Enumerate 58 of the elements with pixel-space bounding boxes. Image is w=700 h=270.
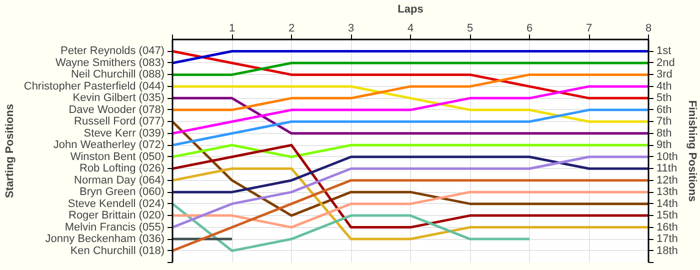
series-label: Bryn Green (060): [80, 186, 165, 198]
y-tick-label: 14th: [656, 198, 678, 210]
y-tick-label: 9th: [656, 139, 672, 152]
line-series: [172, 156, 648, 194]
series-label: Russell Ford (077): [74, 116, 165, 128]
y-tick-label: 4th: [656, 80, 672, 92]
series-label: Steve Kerr (039): [84, 127, 164, 140]
line-series: [172, 120, 648, 217]
line-series: [172, 190, 648, 229]
series-label: Winston Bent (050): [70, 150, 164, 163]
series-label: Dave Wooder (078): [68, 104, 165, 116]
y-tick-label: 7th: [656, 116, 672, 128]
series-label: Kevin Gilbert (035): [72, 92, 165, 104]
y-tick-label: 3rd: [656, 68, 672, 81]
x-tick-label: 7: [586, 22, 592, 34]
x-tick-label: 8: [645, 22, 652, 34]
series-label: Rob Lofting (026): [80, 162, 164, 175]
y-tick-label: 12th: [656, 174, 678, 186]
y-tick-label: 15th: [656, 210, 678, 222]
series-label: Roger Brittain (020): [68, 210, 165, 222]
line-series: [172, 179, 648, 252]
y-tick-label: 5th: [656, 92, 672, 104]
series-label: John Weatherley (072): [53, 139, 165, 152]
x-tick-label: 3: [348, 22, 354, 34]
x-tick-label: 1: [228, 22, 236, 34]
series-label: Ken Churchill (018): [70, 244, 164, 257]
y-tick-label: 18th: [656, 244, 678, 257]
line-series: [172, 73, 648, 112]
y-axis-title: Finishing Positions: [686, 100, 698, 202]
x-tick-label: 4: [407, 22, 414, 34]
y-tick-label: 6th: [656, 104, 672, 116]
line-series: [172, 202, 531, 252]
line-series: [172, 85, 648, 123]
y-tick-label: 11th: [656, 162, 678, 175]
x-tick-label: 5: [466, 22, 474, 34]
series-label: Norman Day (064): [74, 174, 165, 186]
y-tick-label: 8th: [656, 127, 672, 140]
line-series: [172, 85, 648, 135]
series-label: Jonny Beckenham (036): [45, 233, 164, 246]
x-tick-label: 6: [526, 22, 533, 34]
x-axis-title: Laps: [398, 4, 424, 16]
line-series: [172, 167, 648, 240]
line-series: [172, 50, 648, 100]
series-label: Melvin Francis (055): [64, 221, 164, 234]
y-tick-label: 17th: [656, 233, 678, 246]
y-tick-label: 1st: [656, 45, 672, 58]
series-label: Wayne Smithers (083): [55, 56, 165, 69]
series-label: Peter Reynolds (047): [60, 45, 165, 58]
y-tick-label: 16th: [656, 221, 678, 234]
series-label: Christopher Pasterfield (044): [24, 80, 165, 92]
x-tick-label: 2: [288, 22, 295, 34]
text: Starting Positions: [4, 104, 16, 198]
y-tick-label: 13th: [656, 186, 678, 198]
series-label: Neil Churchill (088): [70, 68, 165, 81]
line-series: [172, 108, 648, 146]
y-tick-label: 10th: [656, 150, 678, 163]
y-tick-label: 2nd: [656, 56, 675, 69]
series-label: Steve Kendell (024): [68, 198, 165, 210]
